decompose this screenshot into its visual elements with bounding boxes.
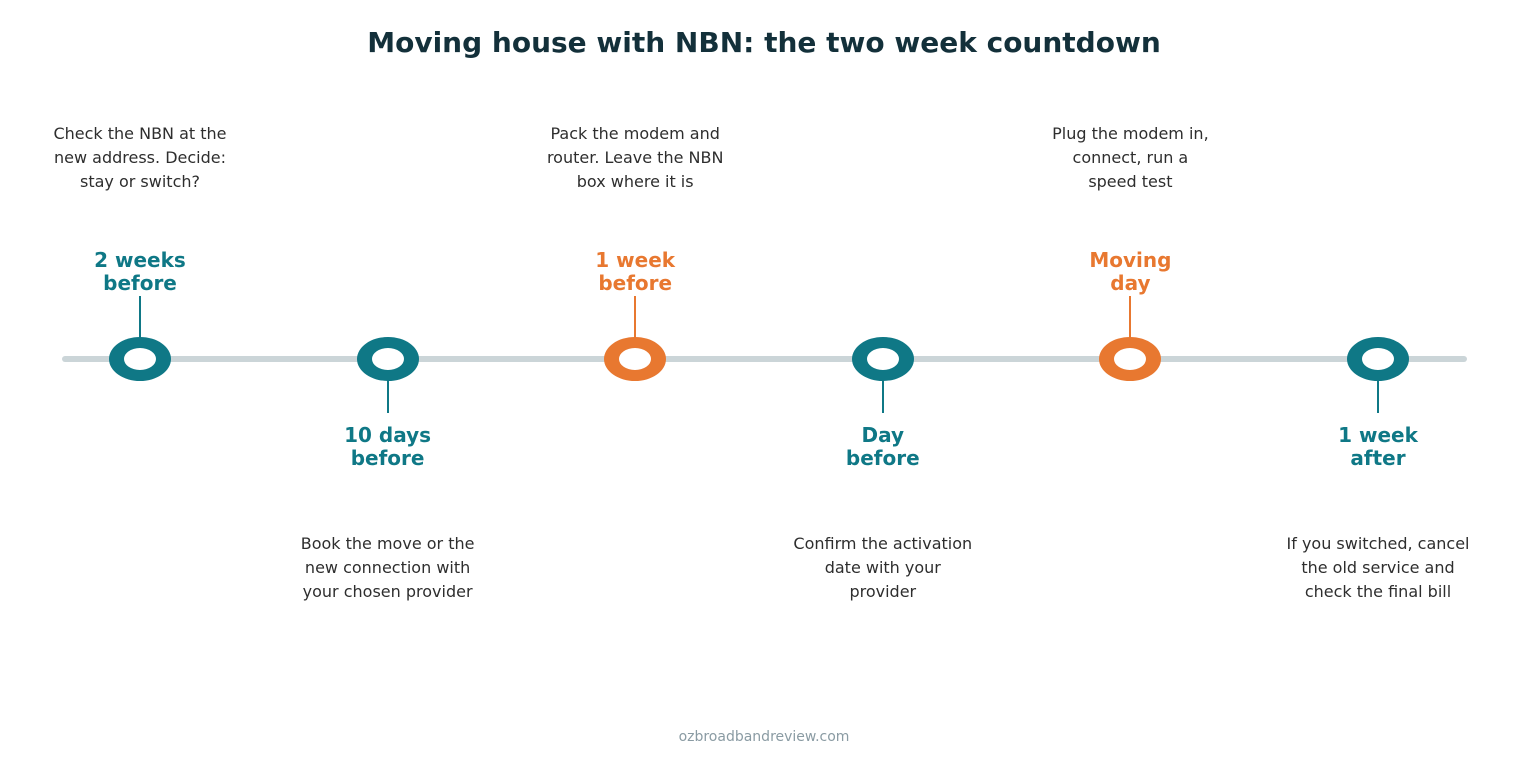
milestone-description: Book the move or the new connection with y… [288, 532, 488, 604]
milestone-marker [604, 337, 667, 381]
milestone-stem [881, 359, 884, 413]
diagram-title: Moving house with NBN: the two week coun… [367, 26, 1161, 59]
milestone-stem [139, 296, 141, 359]
milestone-stem [1129, 296, 1132, 359]
milestone-description-line: check the final bill [1304, 582, 1452, 601]
milestone-description-line: connect, run a [1072, 148, 1189, 167]
milestone-label-line: day [1110, 271, 1151, 295]
milestone-marker [851, 337, 914, 381]
milestone-description-line: Plug the modem in, [1052, 124, 1209, 143]
milestone-marker [356, 337, 419, 381]
milestone-description-line: router. Leave the NBN [546, 148, 724, 167]
milestone-stem [634, 296, 637, 359]
milestone-description-line: your chosen provider [302, 582, 473, 601]
milestone-description: Check the NBN at the new address. Decide:… [40, 122, 240, 194]
milestone-marker [109, 337, 171, 381]
milestone-label-2-weeks-before: 2 weeks before [40, 249, 240, 295]
milestone-label-1-week-before: 1 week before [535, 249, 735, 295]
milestone-label-line: 1 week [595, 248, 676, 272]
milestone-description-line: Confirm the activation [793, 534, 973, 553]
milestone-label-line: 2 weeks [94, 248, 186, 272]
milestone-label-line: before [350, 446, 425, 470]
milestone-label-day-before: Day before [783, 424, 983, 470]
milestone-description-line: Check the NBN at the [53, 124, 227, 143]
milestone-description: Pack the modem and router. Leave the NBN b… [535, 122, 735, 194]
timeline-axis [62, 356, 1467, 362]
milestone-description-line: box where it is [576, 172, 694, 191]
milestone-description-line: Book the move or the [300, 534, 475, 553]
milestone-label-line: before [845, 446, 920, 470]
milestone-description-line: new connection with [304, 558, 471, 577]
milestone-label-10-days-before: 10 days before [288, 424, 488, 470]
milestone-description-line: provider [849, 582, 917, 601]
milestone-description: Confirm the activation date with your prov… [783, 532, 983, 604]
milestone-description: If you switched, cancel the old service a… [1278, 532, 1478, 604]
milestone-label-1-week-after: 1 week after [1278, 424, 1478, 470]
milestone-description-line: the old service and [1301, 558, 1455, 577]
milestone-description-line: speed test [1088, 172, 1173, 191]
milestone-label-moving-day: Moving day [1030, 249, 1230, 295]
milestone-description-line: new address. Decide: [54, 148, 226, 167]
source-footer: ozbroadbandreview.com [678, 729, 850, 745]
milestone-description-line: If you switched, cancel [1286, 534, 1470, 553]
milestone-label-line: 1 week [1338, 423, 1418, 447]
milestone-stem [1377, 359, 1379, 413]
milestone-marker [1347, 337, 1409, 381]
milestone-label-line: before [598, 271, 673, 295]
milestone-description-line: Pack the modem and [550, 124, 720, 143]
milestone-label-line: Moving [1089, 248, 1172, 272]
milestone-label-line: 10 days [344, 423, 432, 447]
milestone-description: Plug the modem in, connect, run a speed te… [1030, 122, 1230, 194]
milestone-description-line: stay or switch? [80, 172, 200, 191]
milestone-label-line: Day [861, 423, 905, 447]
milestone-stem [386, 359, 389, 413]
milestone-description-line: date with your [824, 558, 941, 577]
milestone-label-line: before [103, 271, 177, 295]
milestone-label-line: after [1350, 446, 1406, 470]
milestone-marker [1099, 337, 1162, 381]
